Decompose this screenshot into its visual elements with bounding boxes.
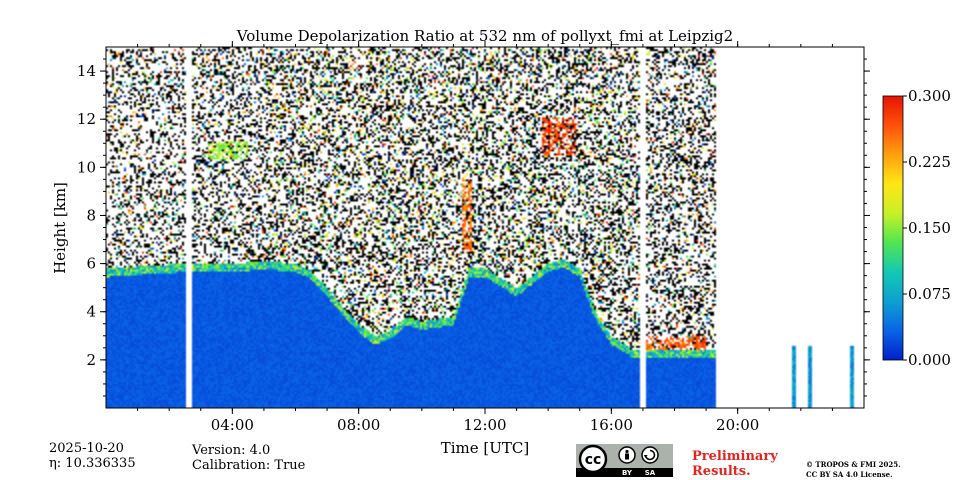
colorbar-tick-label: 0.225 (908, 153, 951, 171)
info-date-block: 2025-10-20 η: 10.336335 (49, 441, 136, 471)
info-date: 2025-10-20 (49, 441, 124, 456)
cc-sa-label: SA (645, 469, 656, 477)
chart-title: Volume Depolarization Ratio at 532 nm of… (236, 27, 733, 45)
x-tick-label: 04:00 (211, 416, 254, 434)
x-tick-label: 08:00 (337, 416, 380, 434)
copyright-note: © TROPOS & FMI 2025. CC BY SA 4.0 Licens… (806, 460, 901, 480)
copyright-line-1: © TROPOS & FMI 2025. (806, 460, 901, 469)
info-eta: η: 10.336335 (49, 456, 136, 471)
colorbar-tick-label: 0.000 (908, 351, 951, 369)
colorbar-ticks: 0.000 0.075 0.150 0.225 0.300 (903, 87, 951, 369)
preliminary-results-note: Preliminary Results. (692, 449, 778, 479)
y-tick-label: 10 (77, 158, 96, 176)
cc-logo-text: cc (585, 452, 602, 468)
y-tick-label: 2 (86, 351, 96, 369)
info-version-block: Version: 4.0 Calibration: True (192, 443, 305, 473)
copyright-line-2: CC BY SA 4.0 License. (806, 470, 893, 479)
preliminary-line-2: Results. (692, 464, 751, 479)
sa-share-icon (641, 446, 659, 464)
colorbar-tick-label: 0.075 (908, 285, 951, 303)
x-tick-label: 16:00 (590, 416, 633, 434)
cc-by-label: BY (622, 469, 633, 477)
depolarization-raster (106, 47, 864, 408)
y-tick-label: 4 (86, 303, 96, 321)
x-tick-label: 20:00 (716, 416, 759, 434)
info-calibration: Calibration: True (192, 458, 306, 473)
heatmap-layer (106, 47, 864, 408)
preliminary-line-1: Preliminary (692, 449, 778, 464)
y-tick-label: 14 (77, 62, 96, 80)
axis-ticks: 04:00 08:00 12:00 16:00 20:00 2 4 6 8 10 12 14 (77, 41, 870, 434)
info-version: Version: 4.0 (192, 443, 271, 458)
y-axis-label: Height [km] (51, 182, 69, 274)
cc-circle-icon (578, 444, 608, 474)
x-axis-label: Time [UTC] (441, 439, 530, 457)
colorbar-tick-label: 0.300 (908, 87, 951, 105)
cc-license-logo: cc BY SA (576, 444, 673, 477)
y-tick-label: 6 (86, 255, 96, 273)
colorbar-tick-label: 0.150 (908, 219, 951, 237)
y-tick-label: 12 (77, 110, 96, 128)
y-tick-label: 8 (86, 206, 96, 224)
colorbar (882, 95, 904, 361)
x-tick-label: 12:00 (463, 416, 506, 434)
